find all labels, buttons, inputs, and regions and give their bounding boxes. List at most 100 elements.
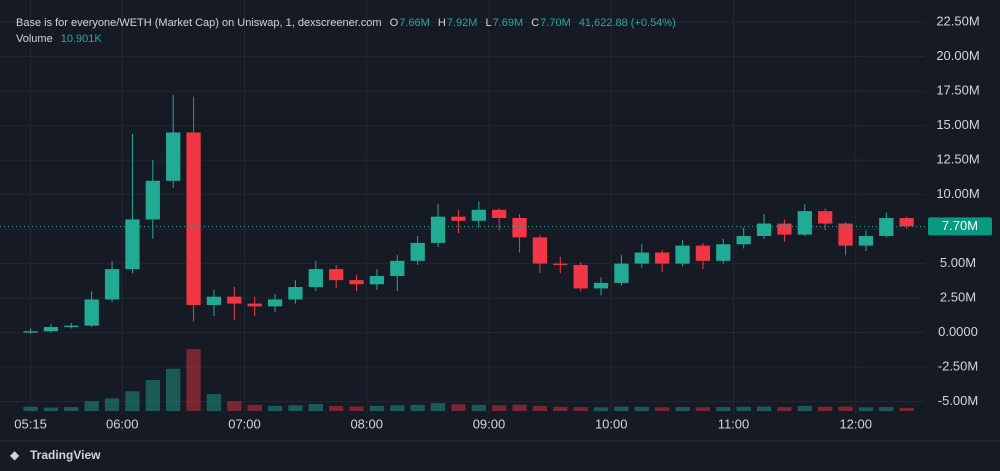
x-tick-label: 06:00 [106, 416, 139, 431]
volume-bar [675, 407, 690, 411]
candle-body [797, 211, 812, 235]
volume-bar [308, 403, 323, 411]
y-tick-label: -2.50M [938, 359, 978, 374]
volume-bar [634, 406, 649, 411]
candle-body [879, 218, 894, 236]
candle-body [430, 216, 446, 243]
change: 41,622.88 (+0.54%) [578, 17, 676, 29]
volume-bar [206, 394, 222, 411]
candle-body [145, 180, 160, 220]
candle-body [43, 327, 59, 332]
volume-bar [329, 405, 344, 411]
volume-bar [655, 407, 670, 411]
candle-body [104, 269, 120, 300]
candle-body [777, 223, 792, 235]
volume-bar [879, 407, 894, 411]
volume-bar [430, 403, 446, 411]
y-tick-label: 20.00M [936, 48, 979, 63]
legend-row: Base is for everyone/WETH (Market Cap) o… [16, 15, 681, 31]
y-tick-label: 2.50M [940, 290, 976, 305]
logo: ◆ [10, 448, 20, 462]
volume-bar [23, 406, 38, 411]
ohlc-value: 7.92M [446, 17, 478, 29]
x-tick-label: 07:00 [228, 416, 261, 431]
last-price-badge [928, 217, 992, 236]
x-tick-label: 05:15 [14, 416, 47, 431]
volume-bar [247, 404, 262, 411]
y-tick-label: -5.00M [938, 393, 978, 408]
candle-body [532, 237, 548, 264]
ohlc-key: O [389, 17, 399, 29]
candle-body [736, 235, 751, 245]
symbol-title: Base is for everyone/WETH (Market Cap) o… [16, 17, 382, 29]
candle-body [227, 296, 242, 304]
volume-bar [64, 407, 79, 411]
volume-bar [532, 405, 548, 411]
volume-bar [492, 405, 507, 411]
volume-bar [267, 405, 283, 411]
volume-label: Volume [16, 33, 53, 45]
volume-bar [838, 406, 853, 411]
last-price-label: 7.70M [942, 218, 978, 233]
volume-bar [451, 404, 466, 411]
candle-body [329, 269, 344, 281]
branding: TradingView [30, 448, 101, 462]
volume-bar [756, 406, 772, 411]
candle-body [471, 209, 486, 221]
volume-bar [369, 405, 385, 411]
candle-body [267, 299, 283, 307]
candle-body [553, 263, 568, 265]
volume-bar [125, 391, 140, 411]
volume-bar [104, 398, 120, 411]
volume-bar [471, 404, 486, 411]
candle-body [818, 211, 833, 224]
candle-body [899, 218, 914, 227]
volume-bar [512, 404, 527, 411]
volume-bar [186, 349, 201, 411]
volume-bar [553, 406, 568, 411]
volume-bar [797, 405, 812, 411]
ohlc-key: L [485, 17, 492, 29]
candle-body [451, 216, 466, 221]
y-tick-label: 22.50M [936, 14, 979, 29]
volume-bar [227, 401, 242, 411]
candle-body [614, 263, 629, 283]
volume-bar [777, 407, 792, 411]
candle-body [166, 132, 181, 181]
volume-bar [818, 406, 833, 411]
candle-body [838, 223, 853, 246]
volume-bar [593, 407, 609, 411]
candle-body [349, 280, 364, 285]
volume-value: 10.901K [60, 33, 102, 45]
candle-body [593, 282, 609, 289]
volume-bar [43, 407, 59, 411]
x-tick-label: 11:00 [718, 416, 750, 431]
volume-bar [899, 407, 914, 411]
volume-bar [166, 368, 181, 411]
y-tick-label: 17.50M [936, 83, 979, 98]
y-tick-label: 5.00M [940, 255, 976, 270]
candle-body [410, 242, 425, 261]
volume-bar [410, 404, 425, 411]
candle-body [288, 287, 303, 300]
volume-bar [573, 407, 588, 411]
candle-body [858, 235, 874, 246]
candle-body [634, 252, 649, 264]
legend-row: Volume 10.901K [16, 31, 681, 47]
y-tick-label: 12.50M [936, 152, 979, 167]
candle-body [23, 331, 38, 333]
x-tick-label: 12:00 [839, 416, 872, 431]
volume-bar [390, 405, 405, 411]
ohlc-value: 7.66M [399, 17, 430, 29]
ohlc-value: 7.69M [492, 17, 524, 29]
volume-bar [288, 405, 303, 411]
x-tick-label: 08:00 [350, 416, 383, 431]
volume-bar [145, 380, 160, 411]
volume-bar [349, 406, 364, 411]
y-tick-label: 0.0000 [938, 324, 978, 339]
candle-body [390, 260, 405, 276]
candle-body [186, 132, 201, 305]
candle-body [573, 264, 588, 289]
